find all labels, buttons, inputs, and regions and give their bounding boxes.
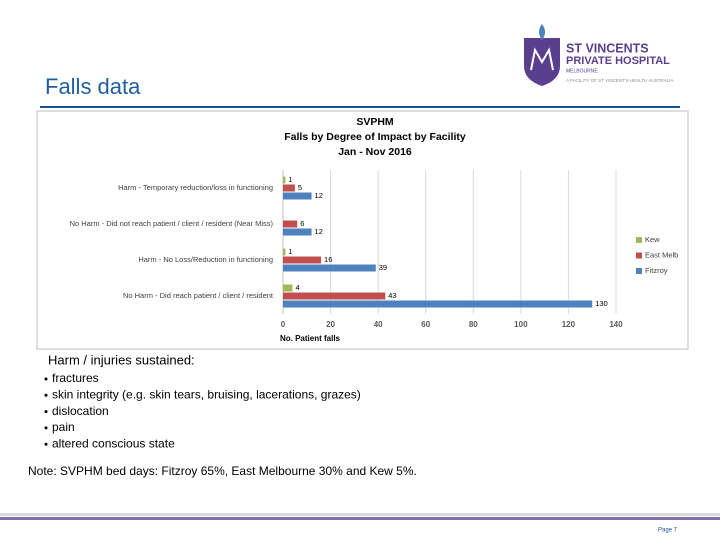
bullet-dot (44, 377, 48, 381)
list-heading: Harm / injuries sustained: (48, 352, 195, 367)
legend-swatch (636, 268, 642, 274)
bar (283, 256, 322, 264)
data-label: 16 (324, 255, 332, 264)
x-tick-label: 0 (281, 320, 286, 329)
bullet-item: pain (52, 420, 75, 434)
y-tick-label: Harm - Temporary reduction/loss in funct… (118, 183, 273, 192)
data-label: 39 (379, 263, 387, 272)
bullet-dot (44, 442, 48, 446)
plot: 0 20 40 60 80 100 120 140 Harm - Temporary reduc… (70, 170, 678, 329)
bar (283, 264, 376, 272)
bar (283, 192, 312, 200)
bar (283, 300, 593, 308)
legend-label: Kew (645, 235, 660, 244)
x-tick-label: 140 (609, 320, 623, 329)
logo-text: PRIVATE HOSPITAL (566, 55, 670, 67)
data-label: 12 (315, 227, 323, 236)
bar (283, 184, 295, 192)
logo-tagline: A FACILITY OF ST VINCENT'S HEALTH AUSTRA… (566, 78, 673, 83)
bullet-list: fractures skin integrity (e.g. skin tears… (44, 371, 361, 450)
y-tick-label: Harm - No Loss/Reduction in functioning (138, 255, 273, 264)
bullet-dot (44, 426, 48, 430)
chart-title: SVPHM (356, 116, 394, 128)
data-label: 5 (298, 183, 302, 192)
bar (283, 284, 293, 292)
chart-frame (36, 110, 689, 350)
footer-band (0, 513, 720, 516)
chart-subtitle: Falls by Degree of Impact by Facility (284, 131, 466, 143)
logo: ST VINCENTS PRIVATE HOSPITAL MELBOURNE A… (524, 24, 673, 86)
data-label: 1 (288, 247, 292, 256)
x-tick-label: 40 (374, 320, 383, 329)
logo-mark (530, 47, 554, 71)
bullet-dot (44, 410, 48, 414)
bullet-item: dislocation (52, 404, 109, 418)
bar (283, 228, 312, 236)
data-label: 1 (288, 175, 292, 184)
logo-flame (539, 24, 545, 40)
data-label: 4 (296, 283, 300, 292)
bar (283, 292, 386, 300)
bullet-dot (44, 393, 48, 397)
x-tick-label: 100 (514, 320, 528, 329)
logo-text: MELBOURNE (566, 68, 598, 74)
data-label: 130 (595, 299, 608, 308)
bar (283, 176, 286, 184)
x-axis-label: No. Patient falls (280, 334, 341, 343)
bullet-item: altered conscious state (52, 436, 175, 450)
data-label: 43 (388, 291, 396, 300)
y-tick-label: No Harm - Did not reach patient / client… (70, 219, 274, 228)
bar (283, 248, 286, 256)
bar (283, 220, 298, 228)
chart-period: Jan - Nov 2016 (338, 146, 412, 158)
data-label: 6 (300, 219, 304, 228)
footer-band (0, 517, 720, 520)
page-number: Page 7 (658, 528, 678, 534)
legend-label: East Melb (645, 250, 678, 259)
bullet-item: skin integrity (e.g. skin tears, bruisin… (52, 387, 361, 401)
data-label: 12 (315, 191, 323, 200)
x-tick-label: 80 (469, 320, 478, 329)
slide-title: Falls data (45, 74, 141, 99)
note: Note: SVPHM bed days: Fitzroy 65%, East … (28, 464, 417, 478)
legend-label: Fitzroy (645, 266, 668, 275)
y-tick-label: No Harm - Did reach patient / client / r… (123, 291, 274, 300)
x-tick-label: 20 (326, 320, 335, 329)
logo-text: ST VINCENTS (566, 41, 649, 55)
x-tick-label: 60 (421, 320, 430, 329)
x-tick-label: 120 (562, 320, 576, 329)
legend-swatch (636, 237, 642, 243)
bullet-item: fractures (52, 371, 99, 385)
legend-swatch (636, 252, 642, 259)
